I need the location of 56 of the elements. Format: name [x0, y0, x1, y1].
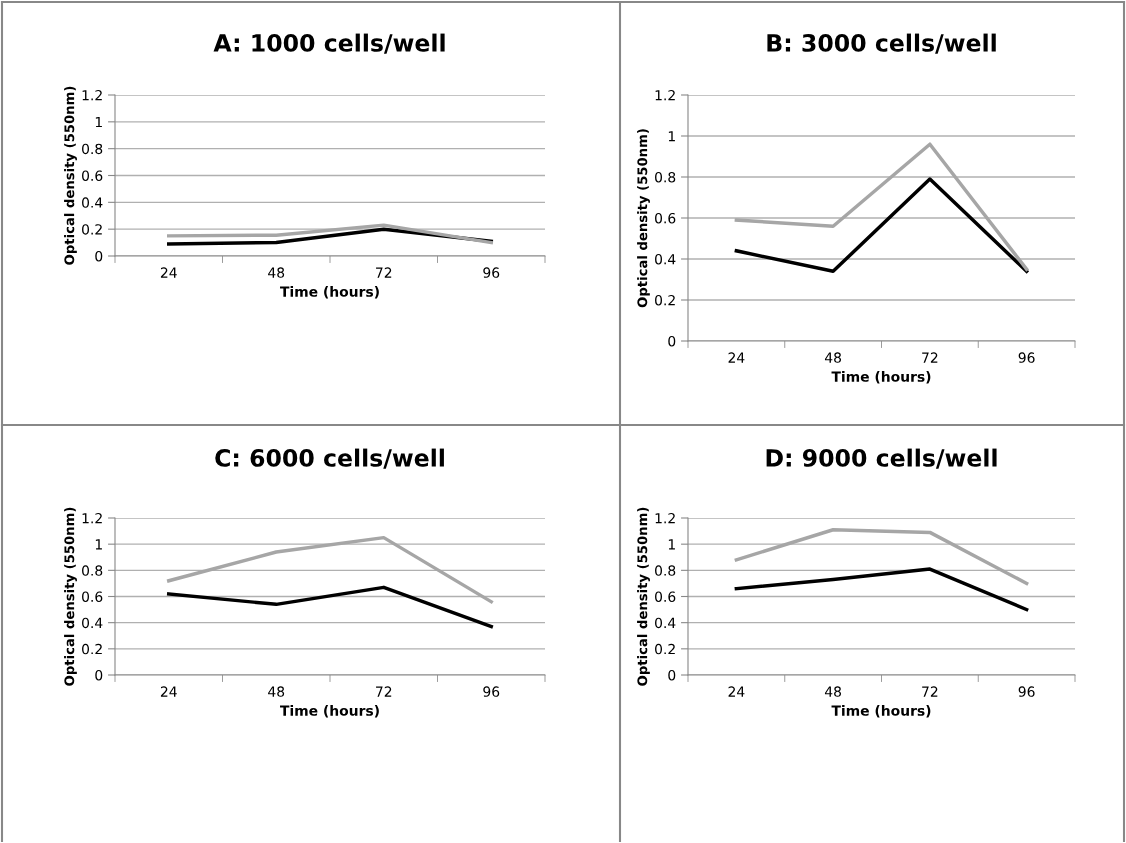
- y-tick-label: 0.4: [82, 197, 103, 208]
- x-tick-label: 24: [728, 352, 745, 363]
- x-tick-label: 72: [376, 267, 392, 278]
- y-axis-title: Optical density (550nm): [64, 507, 77, 686]
- x-axis-title: Time (hours): [280, 705, 379, 718]
- x-tick-label: 24: [160, 267, 177, 278]
- x-tick-label: 96: [483, 267, 500, 278]
- y-tick-label: 0: [668, 669, 676, 681]
- x-axis-title: Time (hours): [280, 286, 379, 299]
- x-tick-label: 72: [922, 352, 938, 363]
- chart-title: B: 3000 cells/well: [767, 33, 996, 54]
- x-tick-label: 24: [160, 686, 177, 697]
- y-tick-label: 1.2: [82, 89, 102, 101]
- y-tick-label: 0.2: [82, 643, 102, 655]
- x-tick-label: 96: [1018, 352, 1035, 363]
- y-tick-label: 0.6: [655, 212, 676, 224]
- x-tick-label: 48: [824, 686, 842, 697]
- y-tick-label: 0.8: [82, 143, 103, 155]
- y-tick-label: 0.6: [655, 591, 676, 602]
- y-tick-label: 0.6: [82, 170, 103, 181]
- y-tick-label: 1: [95, 116, 102, 128]
- y-tick-label: 0.2: [82, 224, 102, 235]
- y-tick-label: 1: [95, 539, 102, 550]
- y-tick-label: 0.8: [655, 171, 676, 183]
- y-tick-label: 0: [95, 250, 103, 262]
- x-tick-label: 48: [268, 267, 285, 278]
- y-axis-title: Optical density (550nm): [637, 129, 650, 308]
- y-tick-label: 1.2: [655, 89, 675, 101]
- y-tick-label: 0.4: [655, 617, 676, 629]
- x-tick-label: 96: [1018, 686, 1035, 697]
- y-tick-label: 0.2: [655, 294, 675, 306]
- y-tick-label: 0: [668, 335, 676, 347]
- y-axis-title: Optical density (550nm): [64, 86, 77, 265]
- x-tick-label: 24: [728, 686, 745, 697]
- x-tick-label: 48: [824, 352, 842, 363]
- x-tick-label: 72: [922, 686, 938, 697]
- x-tick-label: 96: [483, 686, 500, 697]
- x-axis-title: Time (hours): [831, 705, 931, 718]
- y-tick-label: 0.2: [655, 643, 675, 655]
- y-tick-label: 0.8: [655, 565, 676, 576]
- chart-title: C: 6000 cells/well: [215, 448, 444, 469]
- y-tick-label: 1: [668, 131, 675, 142]
- y-tick-label: 0.4: [655, 253, 676, 265]
- y-axis-title: Optical density (550nm): [637, 507, 650, 686]
- y-tick-label: 0: [95, 669, 103, 681]
- y-tick-label: 0.4: [82, 617, 103, 629]
- y-tick-label: 0.6: [82, 591, 103, 602]
- y-tick-label: 0.8: [82, 565, 103, 576]
- chart-title: A: 1000 cells/well: [213, 33, 445, 54]
- x-tick-label: 72: [376, 686, 392, 697]
- y-tick-label: 1: [668, 539, 675, 550]
- chart-title: D: 9000 cells/well: [766, 448, 997, 469]
- y-tick-label: 1.2: [82, 512, 102, 524]
- y-tick-label: 1.2: [655, 512, 675, 524]
- x-tick-label: 48: [268, 686, 285, 697]
- x-axis-title: Time (hours): [831, 371, 931, 384]
